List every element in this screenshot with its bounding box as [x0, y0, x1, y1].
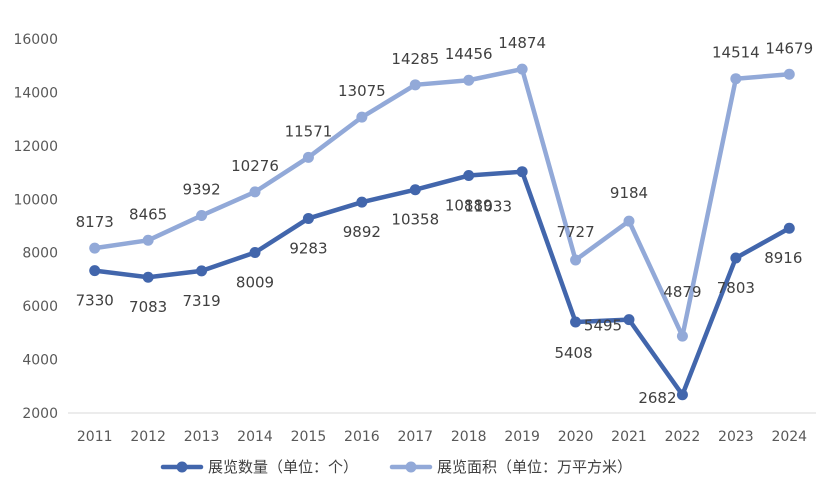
data-label: 14679: [765, 39, 813, 57]
x-tick-label: 2015: [291, 429, 327, 445]
data-point: [356, 111, 368, 123]
x-tick-label: 2012: [130, 429, 166, 445]
data-label: 10889: [445, 197, 493, 215]
data-label: 10358: [391, 211, 439, 229]
x-tick-label: 2011: [77, 429, 113, 445]
series-line: [92, 66, 792, 339]
y-tick-label: 6000: [22, 299, 58, 315]
data-label: 8173: [76, 213, 114, 231]
legend-item: 展览面积（单位：万平方米）: [389, 458, 632, 476]
data-label: 4879: [663, 283, 701, 301]
data-point: [623, 215, 635, 227]
data-point: [570, 254, 582, 266]
x-tick-label: 2013: [184, 429, 220, 445]
data-point: [196, 210, 208, 222]
data-label: 2682: [638, 389, 676, 407]
data-point: [196, 265, 208, 277]
data-label: 9184: [610, 184, 648, 202]
data-point: [409, 184, 421, 196]
data-label: 11571: [285, 122, 333, 140]
legend-label: 展览面积（单位：万平方米）: [437, 458, 632, 476]
data-point: [570, 316, 582, 328]
data-label: 8916: [764, 249, 802, 267]
data-point: [676, 330, 688, 342]
data-label: 14285: [391, 50, 439, 68]
data-point: [730, 252, 742, 264]
data-label: 7330: [76, 292, 114, 310]
series-2: [89, 63, 795, 342]
series-line: [92, 169, 792, 398]
data-point: [463, 74, 475, 86]
data-point: [356, 196, 368, 208]
y-tick-label: 8000: [22, 246, 58, 262]
y-axis: 2000 4000 6000 8000 10000 12000 14000 16000: [13, 32, 58, 422]
data-label: 9392: [182, 181, 220, 199]
x-tick-label: 2024: [771, 429, 807, 445]
y-tick-label: 12000: [13, 139, 58, 155]
data-point: [249, 186, 261, 198]
data-point: [142, 234, 154, 246]
x-tick-label: 2023: [718, 429, 754, 445]
legend-label: 展览数量（单位：个）: [208, 458, 358, 476]
legend-item: 展览数量（单位：个）: [160, 458, 358, 476]
data-label: 7803: [717, 279, 755, 297]
legend-marker: [405, 461, 417, 473]
x-tick-label: 2017: [397, 429, 433, 445]
y-tick-label: 2000: [22, 406, 58, 422]
data-point: [676, 389, 688, 401]
x-tick-label: 2016: [344, 429, 380, 445]
data-point: [302, 212, 314, 224]
data-label: 14456: [445, 45, 493, 63]
legend: 展览数量（单位：个） 展览面积（单位：万平方米）: [160, 458, 632, 476]
data-label: 13075: [338, 82, 386, 100]
data-point: [409, 79, 421, 91]
data-point: [89, 265, 101, 277]
data-point: [623, 314, 635, 326]
x-tick-label: 2019: [504, 429, 540, 445]
data-label: 7319: [182, 292, 220, 310]
data-point: [302, 151, 314, 163]
data-label: 11033: [464, 198, 512, 216]
data-label: 14514: [712, 44, 760, 62]
y-tick-label: 10000: [13, 192, 58, 208]
data-label: 5408: [554, 344, 592, 362]
data-label: 5495: [584, 317, 622, 335]
data-label: 7083: [129, 298, 167, 316]
data-label: 9283: [289, 239, 327, 257]
data-label: 9892: [343, 223, 381, 241]
data-point: [463, 170, 475, 182]
y-tick-label: 14000: [13, 85, 58, 101]
y-tick-label: 16000: [13, 32, 58, 48]
data-label: 7727: [556, 223, 594, 241]
data-point: [249, 246, 261, 258]
x-axis: 2011 2012 2013 2014 2015 2016 2017 2018 2019 2020…: [77, 429, 807, 445]
data-label: 14874: [498, 34, 546, 52]
x-tick-label: 2020: [558, 429, 594, 445]
data-point: [516, 166, 528, 178]
x-tick-label: 2021: [611, 429, 647, 445]
x-tick-label: 2018: [451, 429, 487, 445]
data-label: 10276: [231, 157, 279, 175]
data-point: [142, 271, 154, 283]
y-tick-label: 4000: [22, 353, 58, 369]
series-layer: [89, 63, 795, 401]
x-tick-label: 2014: [237, 429, 273, 445]
data-point: [783, 222, 795, 234]
data-point: [730, 73, 742, 85]
data-label: 8465: [129, 205, 167, 223]
legend-marker: [176, 461, 188, 473]
data-point: [89, 242, 101, 254]
data-point: [516, 63, 528, 75]
data-label: 8009: [236, 273, 274, 291]
data-point: [783, 68, 795, 80]
series-1: [89, 166, 795, 401]
x-tick-label: 2022: [665, 429, 701, 445]
